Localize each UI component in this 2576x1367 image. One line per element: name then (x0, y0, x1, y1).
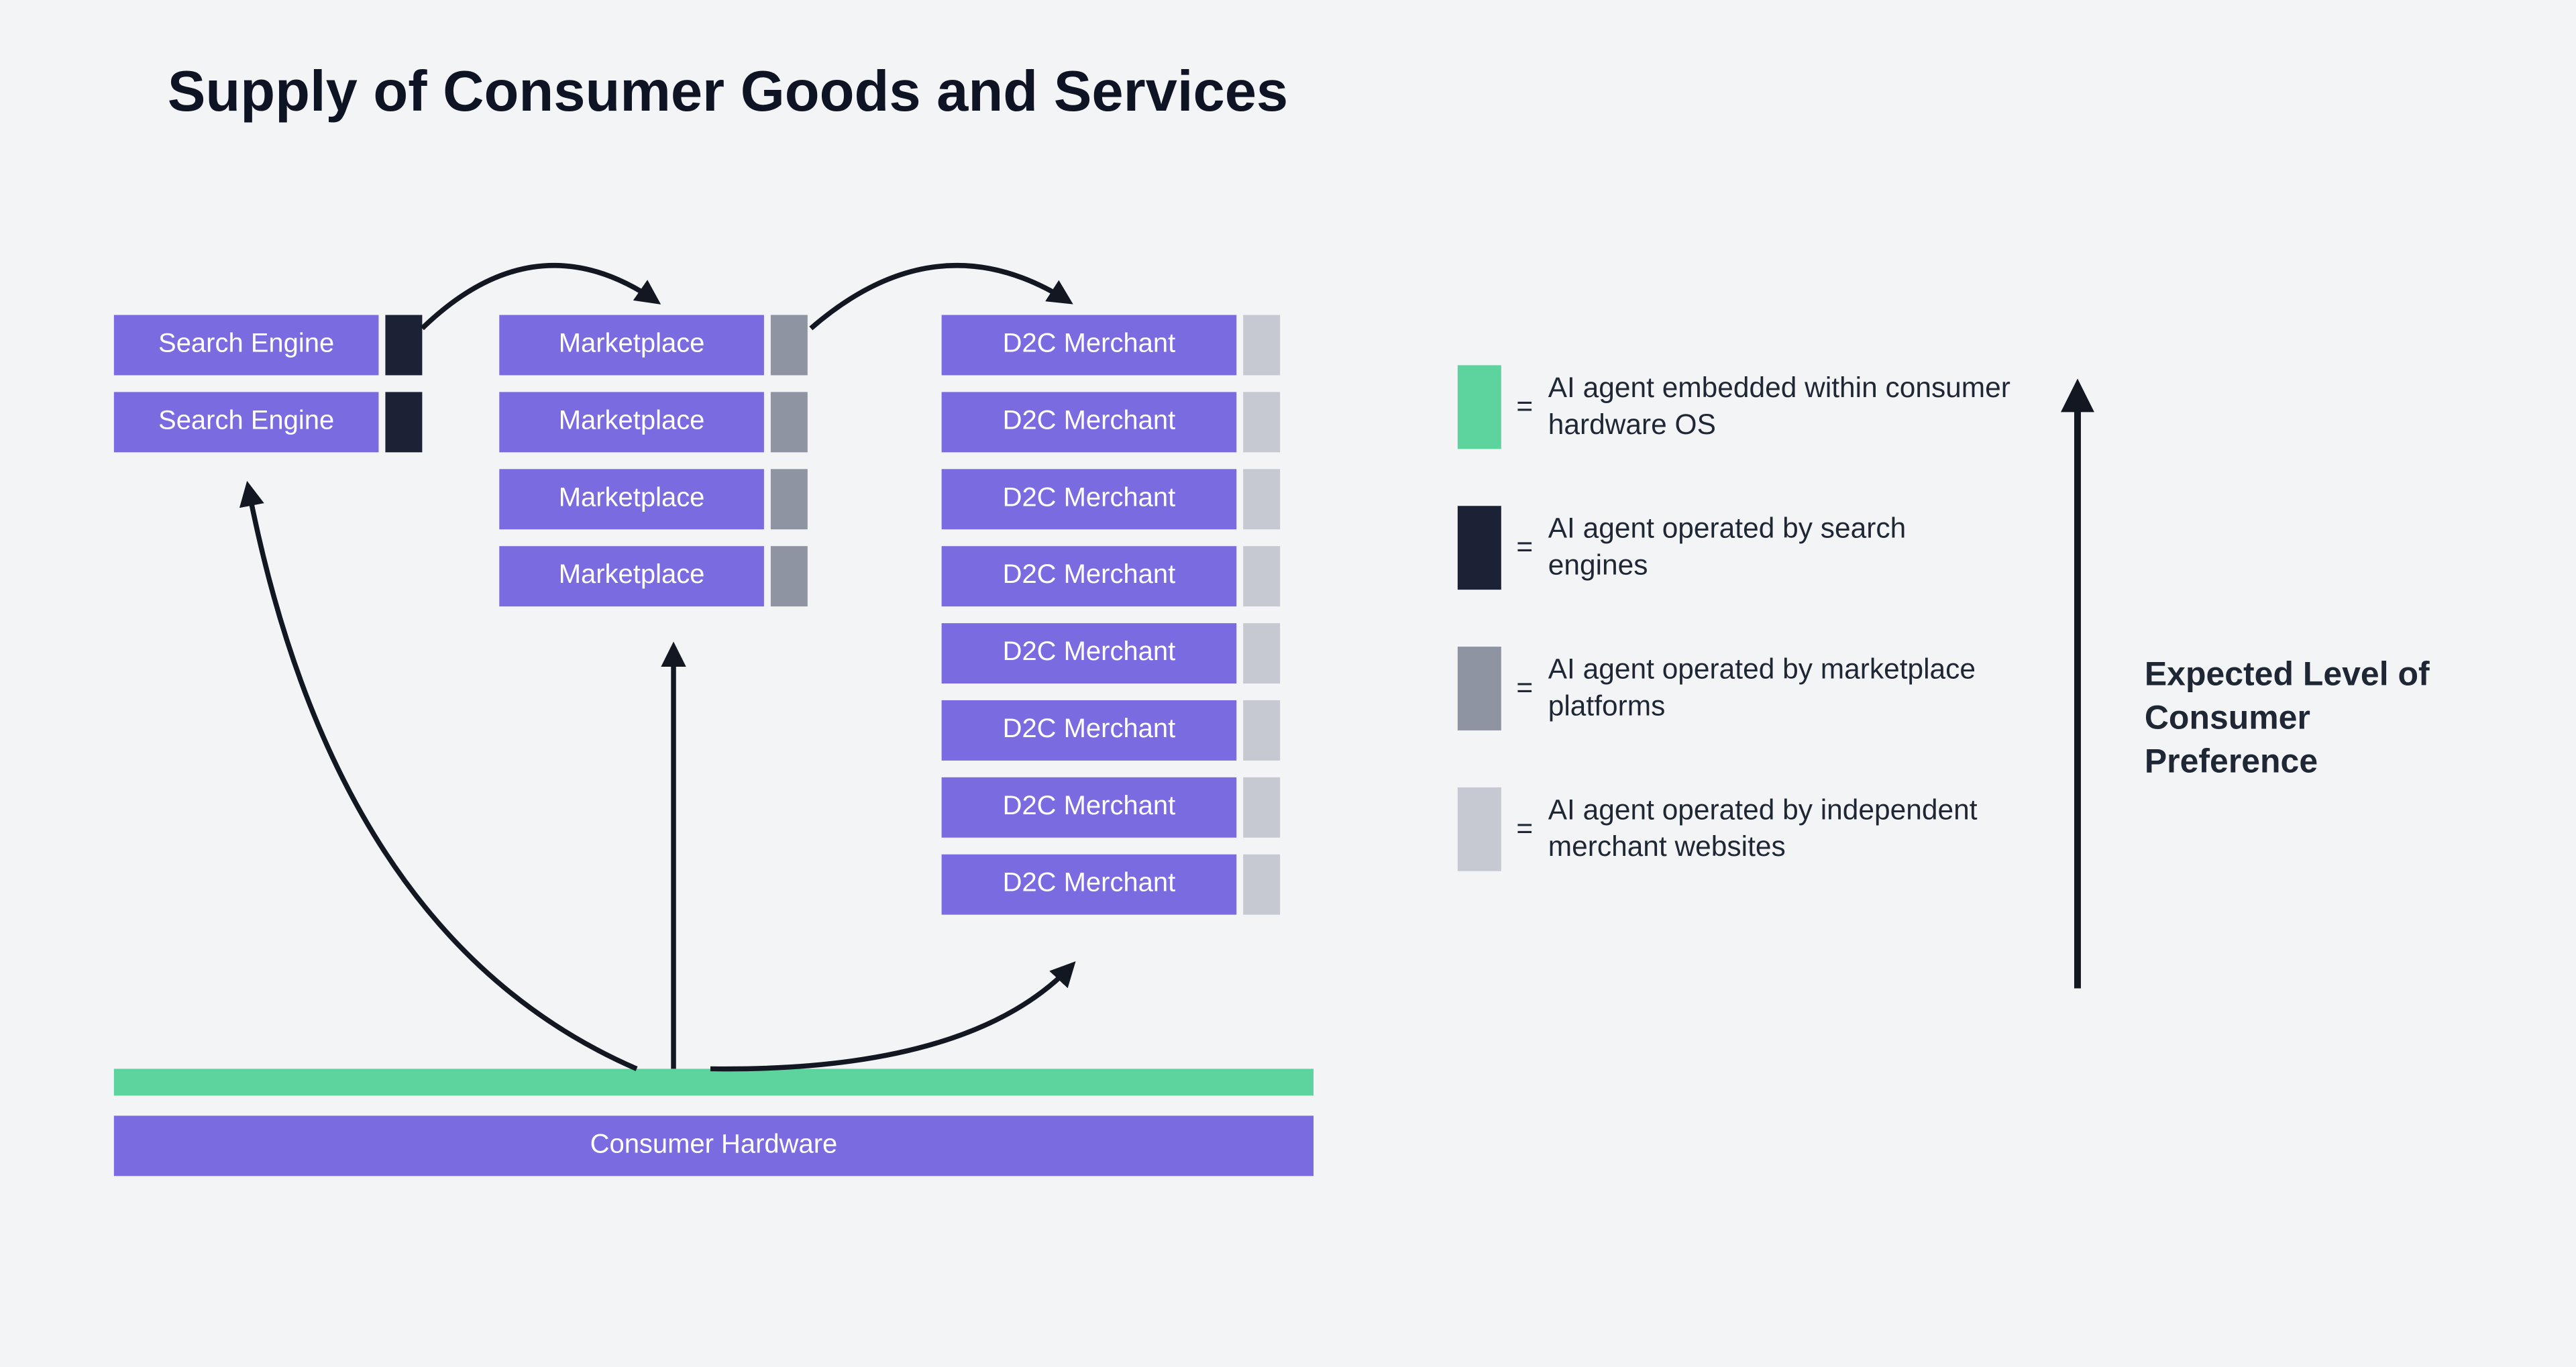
search-box-1: Search Engine (114, 392, 379, 452)
d2c-tag-7 (1243, 855, 1280, 915)
legend-row-3: =AI agent operated by independent mercha… (1458, 787, 2010, 871)
legend-text-1: AI agent operated by search engines (1548, 511, 2010, 585)
d2c-tag-5 (1243, 700, 1280, 761)
marketplace-tag-3 (771, 546, 808, 606)
marketplace-box-3: Marketplace (499, 546, 764, 606)
d2c-tag-1 (1243, 392, 1280, 452)
legend-swatch-2 (1458, 647, 1501, 730)
hardware-arrow-2 (710, 965, 1072, 1069)
d2c-box-2: D2C Merchant (942, 469, 1237, 529)
search-tag-0 (385, 315, 422, 376)
preference-axis-label: Expected Level of Consumer Preference (2145, 653, 2480, 784)
legend-row-0: =AI agent embedded within consumer hardw… (1458, 365, 2010, 449)
d2c-box-3: D2C Merchant (942, 546, 1237, 606)
legend-row-1: =AI agent operated by search engines (1458, 506, 2010, 590)
d2c-tag-3 (1243, 546, 1280, 606)
marketplace-box-1: Marketplace (499, 392, 764, 452)
legend-eq-2: = (1501, 672, 1548, 706)
consumer-hardware-bar: Consumer Hardware (114, 1115, 1313, 1176)
legend-text-0: AI agent embedded within consumer hardwa… (1548, 370, 2010, 444)
d2c-tag-0 (1243, 315, 1280, 376)
legend-text-3: AI agent operated by independent merchan… (1548, 792, 2010, 866)
d2c-tag-6 (1243, 777, 1280, 838)
green-layer-bar (114, 1069, 1313, 1095)
marketplace-box-0: Marketplace (499, 315, 764, 376)
marketplace-box-2: Marketplace (499, 469, 764, 529)
d2c-tag-4 (1243, 623, 1280, 684)
search-box-0: Search Engine (114, 315, 379, 376)
diagram-stage: Supply of Consumer Goods and Services Sea… (0, 0, 2573, 1367)
legend-eq-3: = (1501, 812, 1548, 846)
legend-row-2: =AI agent operated by marketplace platfo… (1458, 647, 2010, 730)
d2c-box-7: D2C Merchant (942, 855, 1237, 915)
d2c-box-5: D2C Merchant (942, 700, 1237, 761)
d2c-tag-2 (1243, 469, 1280, 529)
d2c-box-0: D2C Merchant (942, 315, 1237, 376)
legend-text-2: AI agent operated by marketplace platfor… (1548, 651, 2010, 725)
marketplace-tag-0 (771, 315, 808, 376)
marketplace-tag-1 (771, 392, 808, 452)
legend-swatch-1 (1458, 506, 1501, 590)
d2c-box-1: D2C Merchant (942, 392, 1237, 452)
marketplace-tag-2 (771, 469, 808, 529)
d2c-box-4: D2C Merchant (942, 623, 1237, 684)
legend-eq-1: = (1501, 531, 1548, 565)
d2c-box-6: D2C Merchant (942, 777, 1237, 838)
legend-swatch-0 (1458, 365, 1501, 449)
diagram-title: Supply of Consumer Goods and Services (168, 60, 1288, 125)
legend-swatch-3 (1458, 787, 1501, 871)
search-tag-1 (385, 392, 422, 452)
legend-eq-0: = (1501, 390, 1548, 424)
